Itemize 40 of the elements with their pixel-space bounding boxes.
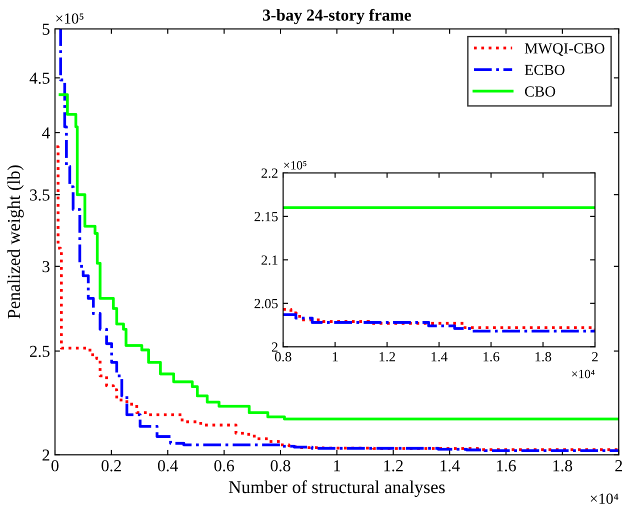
x-tick-label: 0.4 xyxy=(158,460,178,472)
x-axis-title: Number of structural analyses xyxy=(228,480,445,497)
x-tick-label: 2 xyxy=(592,352,598,362)
x-tick-label: 1.2 xyxy=(380,352,395,362)
y-tick-label: 2.15 xyxy=(254,212,278,222)
x-tick-label: 1.8 xyxy=(536,352,552,362)
text: ×10⁴ xyxy=(590,494,618,504)
x-tick-label: 1.4 xyxy=(432,352,448,362)
y-axis-title: Penalized weight (lb) xyxy=(7,165,24,319)
y-tick-label: 2.05 xyxy=(254,298,278,308)
y-tick-label: 4.5 xyxy=(30,72,50,84)
y-tick-label: 5 xyxy=(42,24,50,35)
x-tick-label: 0 xyxy=(51,460,59,472)
x-tick-label: 1.6 xyxy=(497,460,516,472)
y-tick-label: 4 xyxy=(42,127,50,138)
x-tick-label: 2 xyxy=(615,460,622,472)
legend-label: CBO xyxy=(525,86,556,97)
annotation: ×10⁴ xyxy=(572,370,595,378)
legend-label: ECBO xyxy=(524,64,564,76)
y-tick-label: 3 xyxy=(42,261,50,272)
y-tick-label: 2 xyxy=(272,342,278,352)
y-tick-label: 3.5 xyxy=(30,189,50,201)
x-tick-label: 1 xyxy=(332,352,338,362)
annotation: ×10⁵ xyxy=(284,161,306,170)
y-tick-label: 2 xyxy=(42,450,50,461)
x-tick-label: 1.6 xyxy=(484,352,500,362)
x-tick-label: 0.8 xyxy=(274,352,292,362)
legend-label: MWQI-CBO xyxy=(524,43,604,56)
x-tick-label: 1 xyxy=(334,460,340,472)
x-tick-label: 1.4 xyxy=(440,460,460,472)
y-tick-label: 2.2 xyxy=(262,168,278,178)
x-tick-label: 0.6 xyxy=(214,460,234,472)
y-tick-label: 2.5 xyxy=(30,346,50,358)
chart-title: 3-bay 24-story frame xyxy=(262,8,411,24)
x-tick-label: 1.8 xyxy=(553,460,572,472)
x-tick-label: 0.8 xyxy=(270,460,290,472)
text: ×10⁵ xyxy=(56,13,84,24)
x-tick-label: 0.2 xyxy=(102,460,121,472)
y-tick-label: 2.1 xyxy=(262,255,278,265)
x-tick-label: 1.2 xyxy=(384,460,403,472)
